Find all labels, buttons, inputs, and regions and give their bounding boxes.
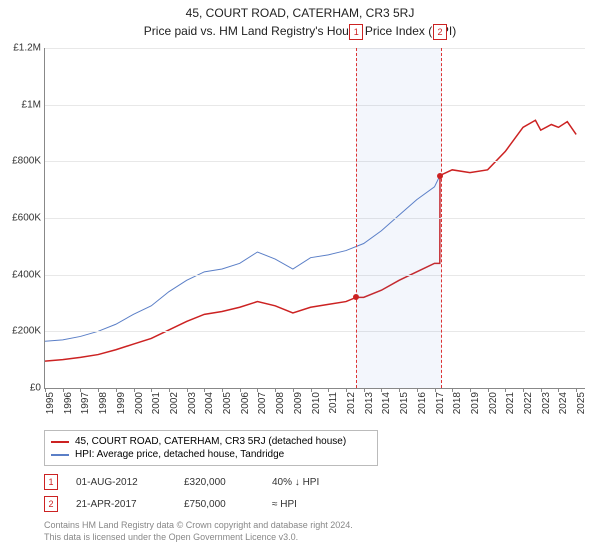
x-axis-label: 2001	[151, 392, 162, 414]
y-axis-label: £0	[30, 383, 41, 394]
x-axis-label: 2019	[470, 392, 481, 414]
x-axis-label: 1996	[63, 392, 74, 414]
transaction-date: 21-APR-2017	[76, 499, 166, 510]
transaction-marker: 1	[44, 474, 58, 490]
x-axis-label: 2018	[452, 392, 463, 414]
x-axis-label: 2021	[505, 392, 516, 414]
x-axis-label: 2003	[187, 392, 198, 414]
transaction-row: 2 21-APR-2017 £750,000 ≈ HPI	[44, 496, 362, 512]
x-axis-label: 2006	[240, 392, 251, 414]
chart-title: 45, COURT ROAD, CATERHAM, CR3 5RJ	[0, 0, 600, 20]
shaded-region	[356, 48, 442, 388]
legend-swatch-hpi	[51, 454, 69, 456]
x-axis-label: 2012	[346, 392, 357, 414]
x-axis-label: 2023	[541, 392, 552, 414]
footer-line2: This data is licensed under the Open Gov…	[44, 532, 353, 544]
x-axis-label: 2013	[364, 392, 375, 414]
y-axis-label: £400K	[12, 269, 41, 280]
gridline	[45, 161, 585, 162]
chart-subtitle: Price paid vs. HM Land Registry's House …	[0, 20, 600, 44]
series-line-property	[45, 120, 576, 361]
x-axis-label: 2005	[222, 392, 233, 414]
x-axis-label: 2016	[417, 392, 428, 414]
legend-item-property: 45, COURT ROAD, CATERHAM, CR3 5RJ (detac…	[51, 435, 371, 448]
x-axis-label: 2022	[523, 392, 534, 414]
footer-attribution: Contains HM Land Registry data © Crown c…	[44, 520, 353, 543]
x-axis-label: 2007	[257, 392, 268, 414]
x-axis-label: 2009	[293, 392, 304, 414]
transaction-price: £320,000	[184, 477, 254, 488]
x-axis-label: 2024	[558, 392, 569, 414]
x-axis-label: 2000	[134, 392, 145, 414]
y-axis-label: £800K	[12, 156, 41, 167]
event-marker: 2	[433, 24, 447, 40]
x-axis-label: 1999	[116, 392, 127, 414]
gridline	[45, 331, 585, 332]
x-axis-label: 2011	[328, 392, 339, 414]
x-axis-label: 2017	[435, 392, 446, 414]
gridline	[45, 275, 585, 276]
transaction-pct: ≈ HPI	[272, 499, 362, 510]
x-axis-label: 2004	[204, 392, 215, 414]
legend-box: 45, COURT ROAD, CATERHAM, CR3 5RJ (detac…	[44, 430, 378, 466]
x-axis-label: 2002	[169, 392, 180, 414]
chart-container: 45, COURT ROAD, CATERHAM, CR3 5RJ Price …	[0, 0, 600, 560]
x-axis-label: 1997	[80, 392, 91, 414]
transaction-date: 01-AUG-2012	[76, 477, 166, 488]
transaction-pct: 40% ↓ HPI	[272, 477, 362, 488]
x-axis-label: 2014	[381, 392, 392, 414]
gridline	[45, 218, 585, 219]
footer-line1: Contains HM Land Registry data © Crown c…	[44, 520, 353, 532]
y-axis-label: £200K	[12, 326, 41, 337]
y-axis-label: £1M	[22, 99, 41, 110]
legend-swatch-property	[51, 441, 69, 443]
x-axis-label: 2008	[275, 392, 286, 414]
legend-label-hpi: HPI: Average price, detached house, Tand…	[75, 449, 284, 460]
x-axis-label: 2015	[399, 392, 410, 414]
x-axis-label: 2025	[576, 392, 587, 414]
transaction-table: 1 01-AUG-2012 £320,000 40% ↓ HPI 2 21-AP…	[44, 474, 362, 518]
chart-plot-area: £0£200K£400K£600K£800K£1M£1.2M1995199619…	[44, 48, 585, 389]
transaction-price: £750,000	[184, 499, 254, 510]
legend-item-hpi: HPI: Average price, detached house, Tand…	[51, 448, 371, 461]
x-axis-label: 2010	[311, 392, 322, 414]
gridline	[45, 105, 585, 106]
x-axis-label: 1995	[45, 392, 56, 414]
x-axis-label: 2020	[488, 392, 499, 414]
x-axis-label: 1998	[98, 392, 109, 414]
y-axis-label: £600K	[12, 213, 41, 224]
legend-label-property: 45, COURT ROAD, CATERHAM, CR3 5RJ (detac…	[75, 436, 346, 447]
gridline	[45, 48, 585, 49]
transaction-row: 1 01-AUG-2012 £320,000 40% ↓ HPI	[44, 474, 362, 490]
y-axis-label: £1.2M	[13, 43, 41, 54]
transaction-marker: 2	[44, 496, 58, 512]
event-marker: 1	[349, 24, 363, 40]
data-point-dot	[353, 294, 359, 300]
data-point-dot	[437, 173, 443, 179]
